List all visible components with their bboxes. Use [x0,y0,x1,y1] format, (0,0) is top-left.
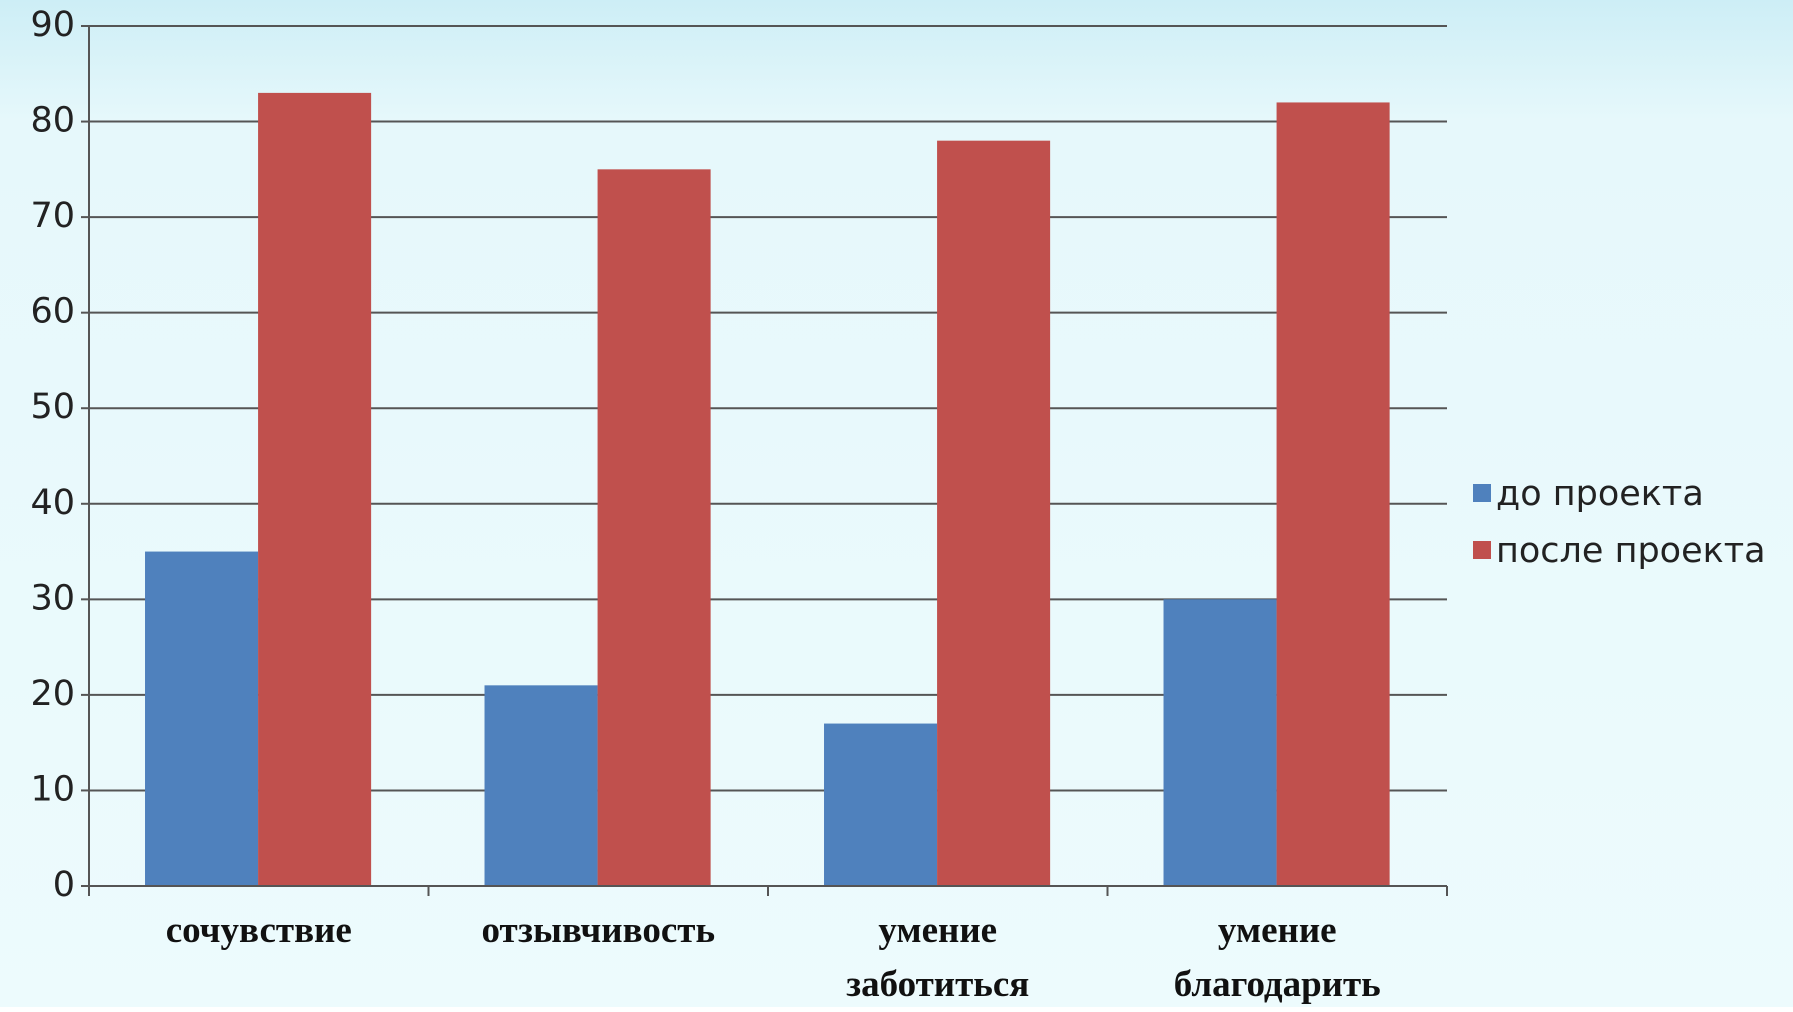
bar [145,551,259,886]
y-tick-label: 50 [30,387,75,427]
bar [937,140,1051,886]
bar [1163,599,1277,886]
y-tick-label: 90 [30,5,75,45]
legend-label: до проекта [1496,474,1704,514]
y-tick-label: 40 [30,483,75,523]
y-tick-label: 70 [30,196,75,236]
bar [258,92,372,886]
legend-swatch [1473,484,1491,502]
x-tick-label: отзывчивость [481,910,716,951]
y-tick-label: 60 [30,292,75,332]
y-tick-label: 10 [30,769,75,809]
bar [1276,102,1390,886]
y-tick-label: 0 [53,865,75,905]
bar [484,685,598,886]
y-tick-label: 30 [30,578,75,618]
y-tick-label: 20 [30,674,75,714]
legend-swatch [1473,541,1491,559]
x-tick-label: умение благодарить [1173,910,1381,1005]
y-tick-label: 80 [30,101,75,141]
x-tick-label: умение заботиться [846,910,1030,1005]
bar [597,169,711,887]
x-tick-label: сочувствие [165,910,352,951]
bar [824,723,938,886]
legend-label: после проекта [1496,531,1766,571]
